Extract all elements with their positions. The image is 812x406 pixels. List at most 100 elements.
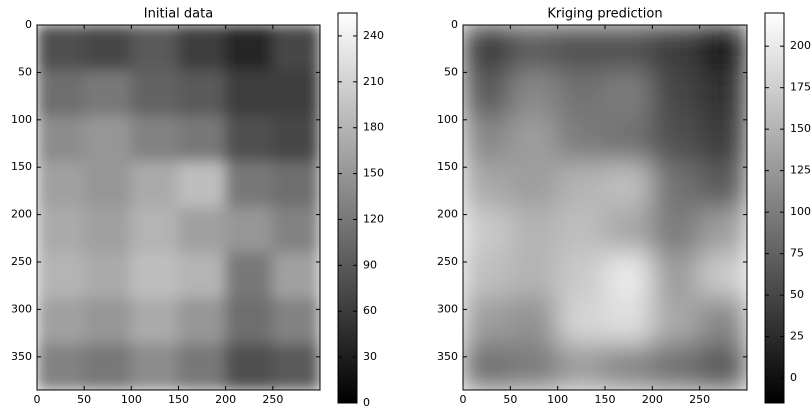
heatmap-cell xyxy=(130,252,179,300)
heatmap-cell xyxy=(557,252,606,300)
heatmap-cell xyxy=(37,298,85,345)
heatmap-cell xyxy=(699,115,747,163)
colorbar-tick-label: 0 xyxy=(790,371,797,384)
chart-title: Kriging prediction xyxy=(547,7,662,22)
heatmap-cell xyxy=(557,207,606,254)
heatmap-cell xyxy=(557,343,606,390)
y-tick-label: 250 xyxy=(437,255,458,268)
heatmap-cell xyxy=(699,252,747,300)
heatmap-cell xyxy=(651,298,701,345)
y-tick-label: 350 xyxy=(11,350,32,363)
heatmap-cell xyxy=(651,115,701,163)
heatmap-cell xyxy=(651,252,701,300)
heatmap-cell xyxy=(557,70,606,117)
heatmap-cell xyxy=(272,25,320,72)
colorbar-tick-label: 125 xyxy=(790,164,811,177)
heatmap-cell xyxy=(178,343,227,390)
heatmap xyxy=(37,25,320,390)
heatmap-cell xyxy=(509,161,559,208)
heatmap-cell xyxy=(130,207,179,254)
heatmap-cell xyxy=(651,343,701,390)
chart-title: Initial data xyxy=(144,7,213,22)
heatmap-cell xyxy=(463,207,511,254)
y-tick-label: 150 xyxy=(437,160,458,173)
heatmap-cell xyxy=(604,115,653,163)
heatmap-cell xyxy=(130,343,179,390)
y-tick-label: 100 xyxy=(11,113,32,126)
y-tick-label: 100 xyxy=(437,113,458,126)
heatmap-cell xyxy=(130,298,179,345)
heatmap-cell xyxy=(651,161,701,208)
y-tick-label: 50 xyxy=(18,65,32,78)
heatmap-cell xyxy=(604,70,653,117)
heatmap-cell xyxy=(225,70,274,117)
heatmap-cell xyxy=(178,161,227,208)
heatmap-cell xyxy=(557,161,606,208)
colorbar-tick-label: 30 xyxy=(363,350,377,363)
heatmap-cell xyxy=(463,161,511,208)
y-tick-label: 300 xyxy=(437,302,458,315)
heatmap-cell xyxy=(509,207,559,254)
heatmap-cell xyxy=(699,207,747,254)
x-tick-label: 0 xyxy=(460,393,467,406)
colorbar-tick-label: 25 xyxy=(790,330,804,343)
heatmap-cell xyxy=(699,25,747,72)
heatmap-cell xyxy=(604,207,653,254)
heatmap-cell xyxy=(272,70,320,117)
heatmap-cell xyxy=(37,252,85,300)
heatmap-cell xyxy=(699,298,747,345)
heatmap-cell xyxy=(225,161,274,208)
heatmap-cell xyxy=(463,25,511,72)
heatmap-cell xyxy=(272,252,320,300)
y-tick-label: 250 xyxy=(11,255,32,268)
heatmap-cell xyxy=(83,207,132,254)
heatmap-cell xyxy=(83,25,132,72)
y-tick-label: 300 xyxy=(11,302,32,315)
heatmap-cell xyxy=(604,161,653,208)
heatmap-cell xyxy=(509,115,559,163)
heatmap-cell xyxy=(651,25,701,72)
colorbar-tick-label: 75 xyxy=(790,247,804,260)
heatmap-cell xyxy=(272,343,320,390)
heatmap-cell xyxy=(37,207,85,254)
y-tick-label: 200 xyxy=(11,208,32,221)
heatmap-cell xyxy=(178,252,227,300)
y-tick-label: 200 xyxy=(437,208,458,221)
heatmap-cell xyxy=(225,298,274,345)
heatmap-cell xyxy=(509,252,559,300)
heatmap-cell xyxy=(178,70,227,117)
heatmap-cell xyxy=(225,252,274,300)
heatmap-cell xyxy=(272,161,320,208)
heatmap-cell xyxy=(651,207,701,254)
heatmap-cell xyxy=(83,70,132,117)
heatmap xyxy=(463,25,747,390)
x-tick-label: 50 xyxy=(503,393,517,406)
heatmap-cell xyxy=(83,115,132,163)
heatmap-clip xyxy=(37,25,320,390)
heatmap-cell xyxy=(37,161,85,208)
colorbar-tick-label: 90 xyxy=(363,258,377,271)
colorbar-tick-label: 0 xyxy=(363,396,370,406)
heatmap-cell xyxy=(604,343,653,390)
heatmap-cell xyxy=(130,25,179,72)
y-tick-label: 0 xyxy=(451,18,458,31)
colorbar-tick-label: 200 xyxy=(790,39,811,52)
x-tick-label: 250 xyxy=(262,393,283,406)
colorbar-tick-label: 60 xyxy=(363,304,377,317)
heatmap-cell xyxy=(130,115,179,163)
colorbar-tick-label: 240 xyxy=(363,29,384,42)
heatmap-cell xyxy=(509,25,559,72)
heatmap-cell xyxy=(83,343,132,390)
colorbar-tick-label: 120 xyxy=(363,212,384,225)
heatmap-cell xyxy=(272,115,320,163)
x-tick-label: 150 xyxy=(595,393,616,406)
heatmap-cell xyxy=(463,343,511,390)
heatmap-cell xyxy=(178,207,227,254)
heatmap-cell xyxy=(557,115,606,163)
colorbar-tick-label: 175 xyxy=(790,81,811,94)
heatmap-cell xyxy=(509,70,559,117)
heatmap-cell xyxy=(83,298,132,345)
heatmap-cell xyxy=(37,115,85,163)
heatmap-cell xyxy=(557,25,606,72)
heatmap-cell xyxy=(225,343,274,390)
